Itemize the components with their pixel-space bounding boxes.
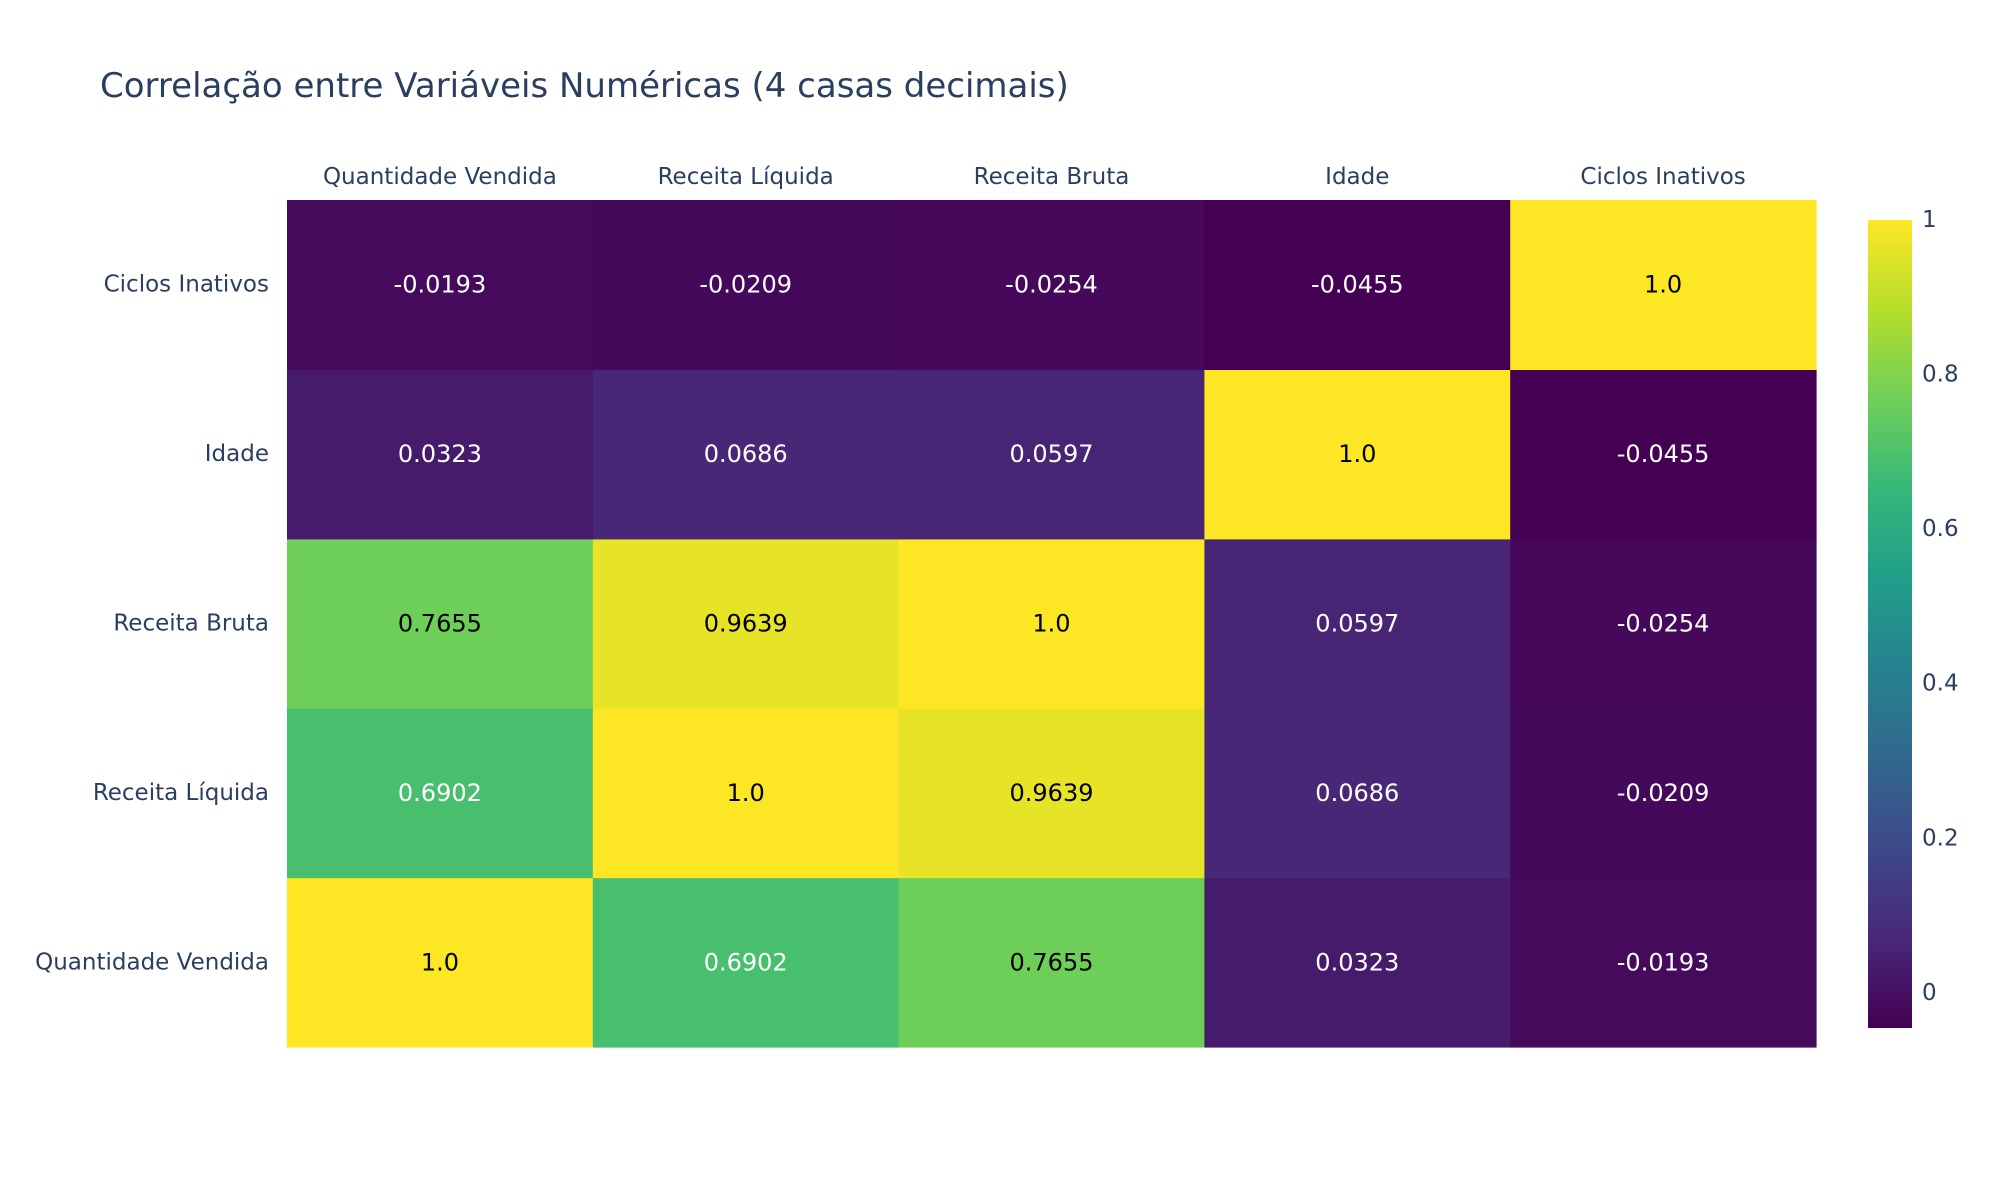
heatmap-cell: [898, 708, 1205, 879]
x-tick-label: Quantidade Vendida: [323, 164, 557, 190]
colorbar-tick-label: 0: [1922, 980, 1937, 1006]
x-axis-ticks: Quantidade Vendida Receita Líquida Receita…: [323, 164, 1746, 190]
heatmap-cells: 1.0 0.6902 0.7655 0.0323 -0.0193 0.6902 1.0 0.9…: [287, 200, 1817, 1048]
heatmap-cell: [1204, 877, 1511, 1048]
y-tick-label: Idade: [205, 441, 269, 467]
heatmap-cell: [1204, 200, 1511, 370]
x-tick-label: Receita Líquida: [658, 164, 834, 190]
colorbar-tick-label: 0.6: [1922, 516, 1959, 542]
cell-value-label: 1.0: [1032, 610, 1070, 638]
cell-value-label: 0.0323: [1315, 948, 1399, 976]
heatmap-cell: [1204, 538, 1511, 709]
heatmap-cell: [898, 200, 1205, 370]
colorbar-tick-label: 1: [1922, 207, 1937, 233]
cell-value-label: 0.0323: [398, 440, 482, 468]
heatmap-cell: [592, 708, 900, 879]
heatmap-cell: [1510, 708, 1817, 879]
cell-value-label: -0.0455: [1311, 271, 1404, 299]
heatmap-cell: [287, 369, 594, 540]
heatmap-cell: [1204, 369, 1511, 540]
heatmap-cell: [1510, 538, 1817, 709]
heatmap-cell: [1510, 200, 1817, 370]
cell-value-label: 0.0686: [1315, 779, 1399, 807]
cell-value-label: -0.0455: [1617, 440, 1710, 468]
y-axis-ticks: Quantidade Vendida Receita Líquida Receita…: [35, 272, 269, 976]
cell-value-label: 0.7655: [1010, 948, 1094, 976]
colorbar-gradient: [1868, 220, 1912, 1028]
colorbar-tick-label: 0.4: [1922, 671, 1959, 697]
y-tick-label: Ciclos Inativos: [104, 272, 269, 298]
y-tick-label: Receita Líquida: [93, 780, 269, 806]
cell-value-label: 0.7655: [398, 610, 482, 638]
heatmap-cell: [287, 877, 594, 1048]
x-tick-label: Ciclos Inativos: [1580, 164, 1745, 190]
heatmap-cell: [898, 369, 1205, 540]
heatmap-cell: [1510, 369, 1817, 540]
chart-title: Correlação entre Variáveis Numéricas (4 …: [100, 66, 1069, 106]
cell-value-label: 0.6902: [398, 779, 482, 807]
cell-value-label: 0.9639: [704, 610, 788, 638]
cell-value-label: 0.0597: [1010, 440, 1094, 468]
heatmap-cell: [592, 538, 900, 709]
heatmap-cell: [287, 200, 594, 370]
cell-value-label: -0.0254: [1005, 271, 1098, 299]
cell-value-label: 0.0597: [1315, 610, 1399, 638]
cell-value-label: -0.0193: [1617, 948, 1710, 976]
cell-value-label: 0.0686: [704, 440, 788, 468]
heatmap-cell: [898, 538, 1205, 709]
y-tick-label: Receita Bruta: [113, 611, 269, 637]
cell-value-label: -0.0254: [1617, 610, 1710, 638]
y-tick-label: Quantidade Vendida: [35, 949, 269, 975]
heatmap-cell: [287, 538, 594, 709]
cell-value-label: -0.0193: [394, 271, 487, 299]
cell-value-label: 1.0: [1338, 440, 1376, 468]
x-tick-label: Receita Bruta: [974, 164, 1130, 190]
heatmap-cell: [592, 877, 900, 1048]
cell-value-label: -0.0209: [699, 271, 792, 299]
cell-value-label: 0.6902: [704, 948, 788, 976]
heatmap-cell: [592, 369, 900, 540]
x-tick-label: Idade: [1325, 164, 1389, 190]
heatmap-cell: [1204, 708, 1511, 879]
cell-value-label: 1.0: [1644, 271, 1682, 299]
colorbar: 0 0.2 0.4 0.6 0.8 1: [1868, 207, 1959, 1028]
heatmap-cell: [1510, 877, 1817, 1048]
cell-value-label: 1.0: [421, 948, 459, 976]
heatmap-cell: [898, 877, 1205, 1048]
colorbar-tick-label: 0.2: [1922, 825, 1959, 851]
heatmap-cell: [287, 708, 594, 879]
cell-value-label: -0.0209: [1617, 779, 1710, 807]
heatmap-cell: [592, 200, 900, 370]
cell-value-label: 0.9639: [1010, 779, 1094, 807]
colorbar-tick-label: 0.8: [1922, 362, 1959, 388]
cell-value-label: 1.0: [727, 779, 765, 807]
